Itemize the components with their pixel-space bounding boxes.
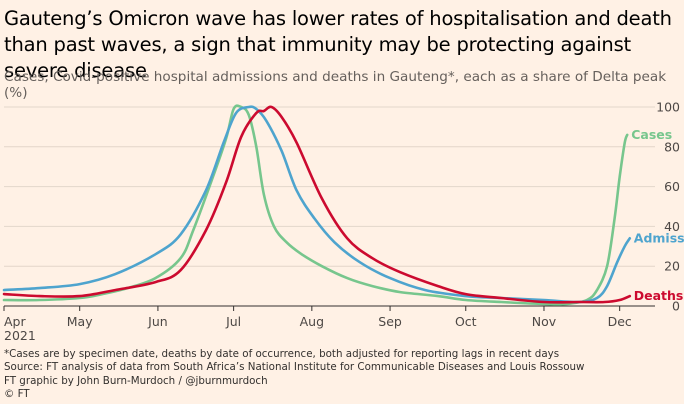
footnote-copyright: © FT [4, 388, 30, 401]
series-label-deaths: Deaths [634, 288, 684, 303]
x-tick-label: Nov [532, 314, 557, 329]
series-line-admissions [2, 105, 632, 304]
footnote-asterisk: *Cases are by specimen date, deaths by d… [4, 348, 560, 360]
x-tick-label: Jul [225, 314, 241, 329]
x-year-label: 2021 [4, 328, 36, 343]
line-chart: 0 20 40 60 80 100 Apr May Jun Jul Aug Sep Oct Nov Dec 2… [2, 100, 684, 343]
x-tick-label: Dec [608, 314, 632, 329]
y-tick-label: 0 [672, 299, 680, 314]
x-tick-label: Oct [455, 314, 477, 329]
y-tick-label: 40 [664, 219, 680, 234]
series-line-cases [2, 104, 629, 306]
chart-subtitle: Cases, Covid-positive hospital admission… [4, 69, 667, 101]
y-tick-label: 100 [656, 100, 680, 115]
x-tick-label: Aug [300, 314, 324, 329]
y-tick-label: 80 [664, 139, 680, 154]
series-label-admissions: Admissions [634, 230, 684, 245]
x-tick-label: Sep [378, 314, 402, 329]
footnote-credit: FT graphic by John Burn-Murdoch / @jburn… [4, 374, 268, 387]
y-tick-label: 20 [664, 259, 680, 274]
y-tick-label: 60 [664, 179, 680, 194]
x-tick-label: Apr [4, 314, 26, 329]
footnotes: *Cases are by specimen date, deaths by d… [4, 348, 584, 402]
x-tick-label: May [67, 314, 93, 329]
chart-title: Gauteng’s Omicron wave has lower rates o… [4, 7, 672, 82]
x-tick-label: Jun [147, 314, 168, 329]
series-line-deaths [2, 105, 632, 304]
footnote-source: Source: FT analysis of data from South A… [4, 361, 585, 374]
series-label-cases: Cases [631, 127, 672, 142]
